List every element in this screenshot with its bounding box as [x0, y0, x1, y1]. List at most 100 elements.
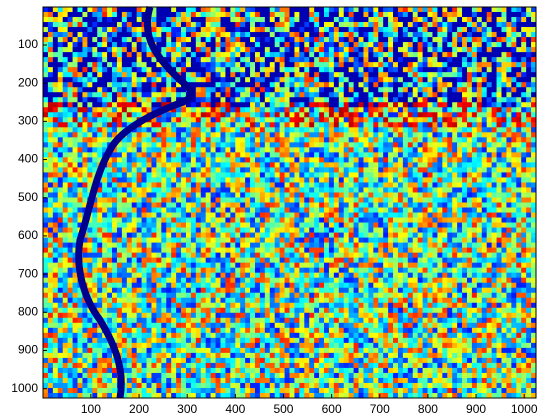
pixel — [216, 253, 221, 258]
pixel — [235, 253, 240, 258]
pixel — [191, 177, 196, 182]
pixel — [63, 253, 68, 258]
pixel — [117, 162, 122, 167]
pixel — [285, 97, 290, 102]
pixel — [467, 97, 472, 102]
pixel — [383, 67, 388, 72]
pixel — [408, 72, 413, 77]
pixel — [92, 57, 97, 62]
pixel — [349, 187, 354, 192]
pixel — [151, 233, 156, 238]
pixel — [245, 37, 250, 42]
pixel — [349, 142, 354, 147]
pixel — [393, 92, 398, 97]
pixel — [53, 132, 58, 137]
pixel — [127, 192, 132, 197]
pixel — [290, 57, 295, 62]
pixel — [442, 182, 447, 187]
pixel — [299, 42, 304, 47]
pixel — [482, 87, 487, 92]
pixel — [334, 203, 339, 208]
pixel — [462, 32, 467, 37]
pixel — [398, 12, 403, 17]
pixel — [457, 203, 462, 208]
pixel — [122, 32, 127, 37]
pixel — [492, 97, 497, 102]
pixel — [260, 62, 265, 67]
pixel — [437, 17, 442, 22]
pixel — [186, 127, 191, 132]
pixel — [270, 177, 275, 182]
pixel — [428, 52, 433, 57]
pixel — [216, 52, 221, 57]
pixel — [314, 127, 319, 132]
pixel — [437, 147, 442, 152]
pixel — [437, 127, 442, 132]
pixel — [68, 243, 73, 248]
pixel — [418, 177, 423, 182]
pixel — [294, 122, 299, 127]
pixel — [359, 122, 364, 127]
pixel — [349, 238, 354, 243]
pixel — [181, 238, 186, 243]
pixel — [102, 67, 107, 72]
pixel — [467, 137, 472, 142]
pixel — [383, 27, 388, 32]
pixel — [359, 22, 364, 27]
pixel — [186, 22, 191, 27]
pixel — [388, 213, 393, 218]
pixel — [324, 42, 329, 47]
pixel — [235, 213, 240, 218]
pixel — [413, 142, 418, 147]
pixel — [408, 177, 413, 182]
pixel — [487, 192, 492, 197]
pixel — [428, 197, 433, 202]
pixel — [201, 102, 206, 107]
pixel — [196, 112, 201, 117]
pixel — [166, 137, 171, 142]
pixel — [501, 208, 506, 213]
pixel — [477, 47, 482, 52]
pixel — [497, 203, 502, 208]
pixel — [68, 187, 73, 192]
pixel — [324, 62, 329, 67]
pixel — [142, 152, 147, 157]
pixel — [117, 102, 122, 107]
pixel — [501, 197, 506, 202]
pixel — [477, 122, 482, 127]
pixel — [225, 192, 230, 197]
pixel — [432, 97, 437, 102]
pixel — [196, 157, 201, 162]
pixel — [497, 147, 502, 152]
pixel — [408, 37, 413, 42]
pixel — [156, 102, 161, 107]
pixel — [319, 72, 324, 77]
pixel — [216, 62, 221, 67]
pixel — [280, 77, 285, 82]
pixel — [181, 223, 186, 228]
pixel — [452, 132, 457, 137]
pixel — [220, 162, 225, 167]
pixel — [107, 27, 112, 32]
pixel — [48, 243, 53, 248]
pixel — [349, 117, 354, 122]
pixel — [117, 167, 122, 172]
pixel — [201, 62, 206, 67]
pixel — [299, 112, 304, 117]
pixel — [354, 152, 359, 157]
pixel — [501, 62, 506, 67]
pixel — [176, 248, 181, 253]
pixel — [482, 223, 487, 228]
pixel — [354, 77, 359, 82]
pixel — [368, 243, 373, 248]
pixel — [526, 157, 531, 162]
pixel — [383, 142, 388, 147]
pixel — [68, 137, 73, 142]
pixel — [324, 182, 329, 187]
pixel — [102, 142, 107, 147]
pixel — [216, 122, 221, 127]
pixel — [334, 117, 339, 122]
pixel — [349, 7, 354, 12]
pixel — [176, 122, 181, 127]
pixel — [482, 142, 487, 147]
